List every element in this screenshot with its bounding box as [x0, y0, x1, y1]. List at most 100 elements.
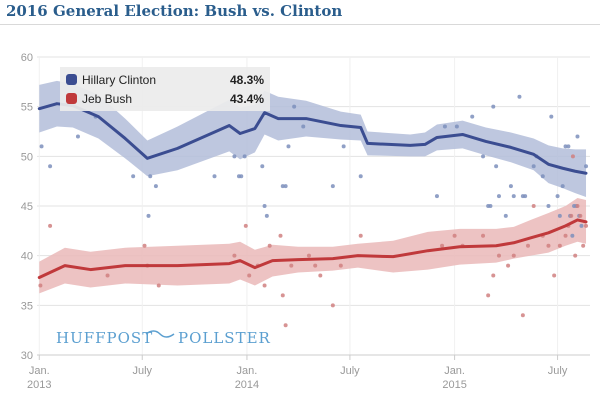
clinton-poll-point [549, 114, 554, 119]
axis-layer: 30 35 40 45 50 55 60 Jan. 2013 July Jan. 2014 July Ja… [21, 52, 590, 391]
bush-poll-point [506, 263, 511, 268]
clinton-poll-point [579, 223, 584, 228]
pollster-branding: HUFFPOST POLLSTER [56, 329, 271, 347]
bush-poll-point [262, 283, 267, 288]
clinton-poll-point [131, 174, 136, 179]
clinton-poll-point [146, 213, 151, 218]
legend: Hillary Clinton 48.3% Jeb Bush 43.4% [60, 67, 270, 111]
clinton-trend-line [37, 102, 588, 175]
clinton-poll-point [358, 174, 363, 179]
bush-poll-point [563, 233, 568, 238]
bush-poll-point [570, 154, 575, 159]
bush-poll-point [142, 243, 147, 248]
bush-poll-point [546, 243, 551, 248]
page-title: 2016 General Election: Bush vs. Clinton [6, 2, 343, 20]
clinton-poll-point [153, 184, 158, 189]
bush-poll-point [452, 233, 457, 238]
legend-swatch-clinton [66, 74, 77, 85]
trend-lines [37, 102, 588, 280]
bush-poll-point [531, 204, 536, 208]
y-tick-label: 40 [21, 251, 33, 263]
clinton-poll-point [434, 194, 439, 199]
clinton-poll-point [280, 184, 285, 189]
clinton-poll-point [292, 104, 297, 109]
brand-huffpost: HUFFPOST [56, 329, 153, 347]
x-tick-label: July [340, 365, 360, 377]
clinton-poll-point [239, 174, 244, 179]
clinton-poll-point [555, 194, 560, 199]
bush-poll-point [496, 253, 501, 258]
clinton-poll-point [557, 213, 562, 218]
bush-confidence-band [39, 198, 587, 294]
bush-poll-point [280, 293, 285, 298]
clinton-poll-point [540, 174, 545, 179]
bush-trend-line [37, 218, 588, 280]
legend-swatch-bush [66, 93, 77, 104]
clinton-poll-point [491, 104, 496, 109]
clinton-poll-point [330, 184, 335, 189]
legend-item-clinton[interactable]: Hillary Clinton 48.3% [66, 73, 264, 87]
bush-poll-point [525, 243, 530, 248]
y-tick-label: 30 [21, 350, 33, 362]
x-tick-label: Jan. [237, 365, 258, 377]
clinton-poll-point [488, 204, 493, 208]
bush-poll-point [330, 303, 335, 308]
clinton-poll-point [39, 144, 44, 149]
legend-value-bush: 43.4% [230, 92, 264, 106]
bush-poll-point [267, 243, 272, 248]
clinton-poll-point [341, 144, 346, 149]
clinton-poll-point [496, 194, 501, 199]
y-tick-label: 50 [21, 151, 33, 163]
bush-poll-point [581, 243, 586, 248]
bush-poll-point [511, 253, 516, 258]
clinton-poll-point [264, 213, 269, 218]
x-tick-year: 2015 [442, 379, 466, 391]
bush-poll-point [105, 273, 110, 278]
clinton-confidence-band [39, 80, 587, 198]
bush-poll-point [283, 323, 288, 328]
bush-poll-point [575, 204, 580, 208]
y-tick-label: 45 [21, 201, 33, 213]
clinton-poll-point [517, 94, 522, 99]
bush-poll-point [48, 223, 53, 228]
bush-poll-point [232, 253, 237, 258]
bush-poll-point [156, 283, 161, 288]
bush-poll-point [578, 213, 583, 218]
bush-poll-point [481, 233, 486, 238]
clinton-poll-point [454, 124, 459, 129]
legend-item-bush[interactable]: Jeb Bush 43.4% [66, 92, 264, 106]
x-tick-year: 2014 [235, 379, 259, 391]
x-tick-label: Jan. [29, 365, 50, 377]
clinton-poll-point [212, 174, 217, 179]
x-tick-label: July [548, 365, 568, 377]
y-tick-label: 55 [21, 102, 33, 114]
bush-poll-point [491, 273, 496, 278]
brand-pollster: POLLSTER [178, 329, 271, 347]
x-tick-label: Jan. [444, 365, 465, 377]
clinton-poll-point [560, 184, 565, 189]
clinton-poll-point [546, 204, 551, 208]
y-tick-label: 60 [21, 52, 33, 64]
bush-poll-point [278, 233, 283, 238]
bush-poll-point [358, 233, 363, 238]
band-layer [39, 80, 587, 294]
x-tick-label: July [132, 365, 152, 377]
clinton-poll-point [301, 124, 306, 129]
clinton-poll-point [570, 233, 575, 238]
bush-poll-point [38, 283, 43, 288]
clinton-poll-point [286, 144, 291, 149]
bush-poll-point [338, 263, 343, 268]
bush-poll-point [306, 253, 311, 258]
bush-poll-point [552, 273, 557, 278]
bush-poll-point [318, 273, 323, 278]
bush-poll-point [573, 253, 578, 258]
bush-poll-point [557, 243, 562, 248]
legend-label-clinton: Hillary Clinton [82, 73, 156, 87]
clinton-poll-point [503, 213, 508, 218]
clinton-poll-point [481, 154, 486, 159]
clinton-poll-point [563, 144, 568, 149]
clinton-poll-point [48, 164, 53, 169]
y-tick-label: 35 [21, 300, 33, 312]
